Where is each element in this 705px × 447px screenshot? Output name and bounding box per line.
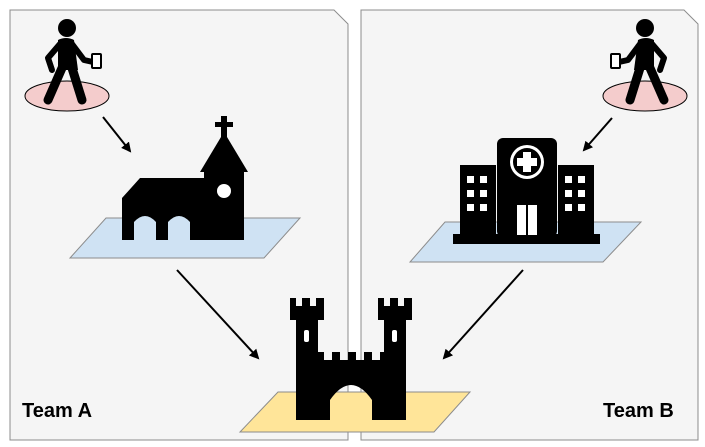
arrow-walker-a-to-church [102, 116, 132, 153]
church-icon [122, 116, 248, 240]
arrow-church-to-castle [176, 269, 260, 360]
team-b-person-base [602, 80, 688, 112]
hospital-icon [453, 138, 600, 244]
arrow-walker-b-to-hospital [582, 117, 613, 152]
castle-icon [290, 298, 412, 420]
team-a-person-base [24, 80, 110, 112]
team-b-label: Team B [603, 400, 674, 422]
walking-person-icon [43, 19, 102, 105]
castle-platform [238, 391, 472, 433]
walking-person-icon [610, 19, 669, 105]
team-a-label: Team A [22, 400, 93, 422]
arrow-hospital-to-castle [442, 269, 524, 360]
